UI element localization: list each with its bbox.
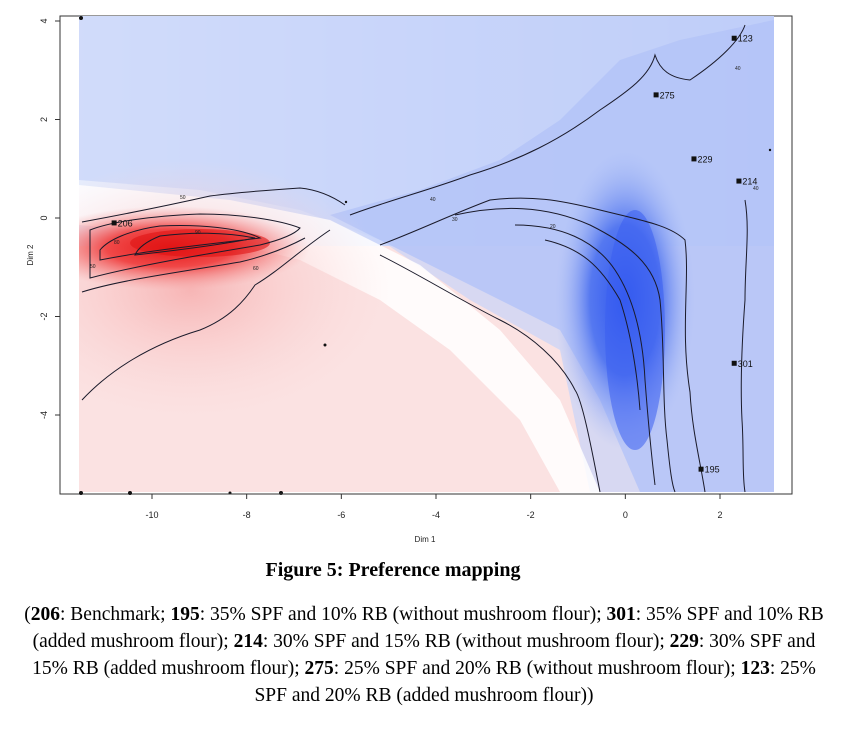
heatmap-field <box>79 16 774 492</box>
product-point-123: 123 <box>731 34 753 44</box>
contour-label: 20 <box>550 224 556 230</box>
point-marker <box>111 220 117 226</box>
contour-label: 40 <box>430 197 436 203</box>
legend-open: ( <box>24 604 31 625</box>
x-tick-label: -4 <box>432 510 440 520</box>
legend-code-229: 229 <box>669 631 699 652</box>
legend-code-195: 195 <box>170 604 200 625</box>
contour-label: 30 <box>452 217 458 223</box>
x-tick-label: -8 <box>243 510 251 520</box>
x-tick-label: -6 <box>337 510 345 520</box>
contour-label: 50 <box>180 195 186 201</box>
x-axis-title: Dim 1 <box>415 535 436 544</box>
legend-close: ) <box>587 685 594 706</box>
point-label: 229 <box>697 154 712 164</box>
product-point-301: 301 <box>731 359 753 369</box>
point-marker <box>698 466 704 472</box>
legend-items: 206: Benchmark; 195: 35% SPF and 10% RB … <box>31 604 824 706</box>
contour-label: 40 <box>735 66 741 72</box>
y-axis-title: Dim 2 <box>26 244 35 265</box>
y-tick-label: 2 <box>39 117 49 122</box>
point-label: 206 <box>118 218 133 228</box>
point-marker <box>653 92 659 98</box>
product-point-229: 229 <box>691 154 712 164</box>
legend-description: : 35% SPF and 10% RB (without mushroom f… <box>199 604 607 625</box>
x-tick-label: -2 <box>527 510 535 520</box>
contour-level-labels: 50 60 80 90 50 40 30 20 40 40 <box>90 66 759 272</box>
contour-lines <box>81 24 748 493</box>
y-tick-label: -4 <box>39 411 49 419</box>
contour-label: 90 <box>195 230 201 236</box>
y-tick-label: 4 <box>39 18 49 23</box>
legend-code-275: 275 <box>304 658 334 679</box>
contour-label: 50 <box>90 264 96 270</box>
x-tick-label: 2 <box>717 510 722 520</box>
contour-label: 60 <box>253 266 259 272</box>
legend-description: : 30% SPF and 15% RB (without mushroom f… <box>262 631 670 652</box>
point-marker <box>731 360 737 366</box>
legend-description: : 25% SPF and 20% RB (added mushroom flo… <box>254 658 816 706</box>
x-axis: -10 -8 -6 -4 -2 0 2 <box>145 493 723 520</box>
point-marker <box>731 35 737 41</box>
contour-label: 40 <box>753 186 759 192</box>
point-label: 195 <box>705 465 720 475</box>
product-point-214: 214 <box>736 177 757 187</box>
contour-label: 80 <box>114 240 120 246</box>
x-tick-label: 0 <box>623 510 628 520</box>
product-point-206: 206 <box>111 218 133 228</box>
y-tick-label: 0 <box>39 215 49 220</box>
product-point-195: 195 <box>698 465 720 475</box>
point-label: 275 <box>660 90 675 100</box>
y-axis: 4 2 0 -2 -4 <box>39 18 61 419</box>
figure-legend: (206: Benchmark; 195: 35% SPF and 10% RB… <box>18 601 830 709</box>
point-marker <box>736 178 742 184</box>
legend-code-214: 214 <box>233 631 263 652</box>
point-marker <box>691 156 697 162</box>
product-points: 206 195 301 214 229 275 123 <box>111 34 757 475</box>
point-label: 301 <box>738 359 753 369</box>
legend-description: : 35% SPF and 10% RB (added mushroom flo… <box>32 604 824 652</box>
point-label: 123 <box>738 34 753 44</box>
preference-map-chart: 50 60 80 90 50 40 30 20 40 40 -10 -8 -6 -4-… <box>26 15 793 544</box>
legend-code-123: 123 <box>740 658 770 679</box>
x-tick-label: -10 <box>145 510 158 520</box>
legend-description: : 30% SPF and 15% RB (added mushroom flo… <box>32 631 816 679</box>
figure-caption: Figure 5: Preference mapping <box>0 559 846 582</box>
legend-code-206: 206 <box>30 604 60 625</box>
y-tick-label: -2 <box>39 312 49 320</box>
point-label: 214 <box>742 177 757 187</box>
legend-description: : 25% SPF and 20% RB (without mushroom f… <box>333 658 741 679</box>
legend-description: : Benchmark; <box>60 604 171 625</box>
product-point-275: 275 <box>653 90 675 100</box>
figure-caption-text: Figure 5: Preference mapping <box>265 559 521 581</box>
legend-code-301: 301 <box>606 604 636 625</box>
